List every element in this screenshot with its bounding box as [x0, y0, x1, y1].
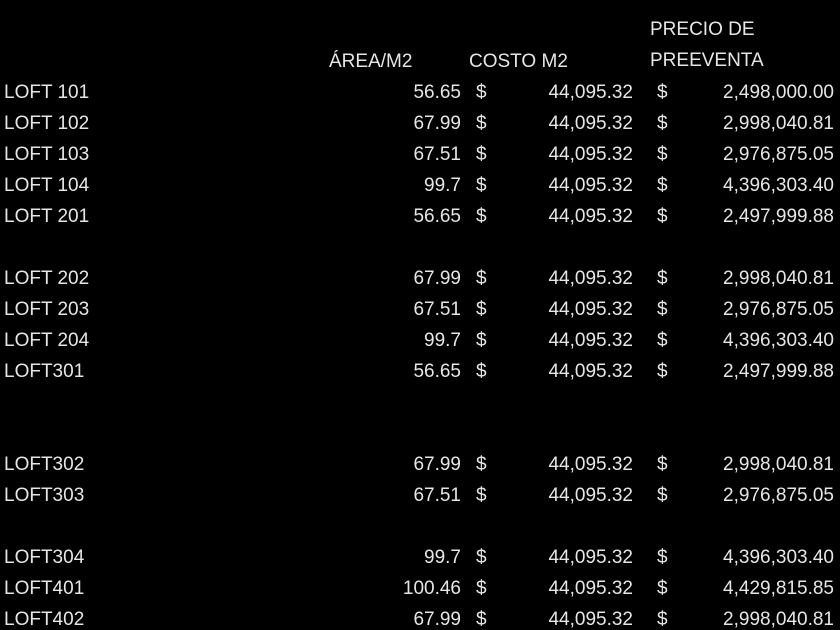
currency: $	[476, 206, 487, 227]
area: 67.51	[413, 299, 461, 320]
currency: $	[476, 454, 487, 475]
cost: 44,095.32	[548, 144, 633, 165]
currency: $	[476, 175, 487, 196]
currency: $	[476, 113, 487, 134]
currency: $	[476, 485, 487, 506]
currency: $	[657, 206, 668, 227]
cost: 44,095.32	[548, 82, 633, 103]
price: 2,998,040.81	[723, 268, 834, 289]
cost: 44,095.32	[548, 609, 633, 630]
currency: $	[657, 299, 668, 320]
currency: $	[657, 361, 668, 382]
unit-name: LOFT304	[4, 547, 85, 568]
currency: $	[476, 144, 487, 165]
unit-name: LOFT402	[4, 609, 84, 630]
area: 99.7	[424, 175, 461, 196]
header-cost: COSTO M2	[469, 51, 568, 72]
area: 67.51	[413, 144, 461, 165]
area: 67.51	[413, 485, 461, 506]
currency: $	[657, 82, 668, 103]
currency: $	[657, 144, 668, 165]
currency: $	[657, 330, 668, 351]
currency: $	[657, 609, 668, 630]
area: 67.99	[413, 454, 461, 475]
area: 56.65	[413, 361, 461, 382]
header-price: PREEVENTA	[650, 50, 764, 71]
currency: $	[476, 268, 487, 289]
unit-name: LOFT 201	[4, 206, 89, 227]
unit-name: LOFT 202	[4, 268, 89, 289]
unit-name: LOFT 203	[4, 299, 89, 320]
currency: $	[657, 268, 668, 289]
unit-name: LOFT 204	[4, 330, 90, 351]
price: 2,497,999.88	[723, 361, 834, 382]
cost: 44,095.32	[548, 547, 633, 568]
price: 4,396,303.40	[723, 330, 834, 351]
cost: 44,095.32	[548, 206, 633, 227]
area: 100.46	[403, 578, 461, 599]
cost: 44,095.32	[548, 330, 633, 351]
area: 99.7	[424, 330, 461, 351]
price: 2,998,040.81	[723, 113, 834, 134]
cost: 44,095.32	[548, 485, 633, 506]
currency: $	[476, 330, 487, 351]
area: 67.99	[413, 268, 461, 289]
cost: 44,095.32	[548, 578, 633, 599]
currency: $	[657, 485, 668, 506]
currency: $	[657, 547, 668, 568]
cost: 44,095.32	[548, 361, 633, 382]
area: 67.99	[413, 113, 461, 134]
currency: $	[657, 454, 668, 475]
currency: $	[476, 299, 487, 320]
unit-name: LOFT 102	[4, 113, 89, 134]
price: 2,998,040.81	[723, 609, 834, 630]
price: 2,998,040.81	[723, 454, 834, 475]
currency: $	[476, 361, 487, 382]
area: 56.65	[413, 82, 461, 103]
currency: $	[476, 547, 487, 568]
unit-name: LOFT 103	[4, 144, 89, 165]
header-area: ÁREA/M2	[329, 51, 412, 72]
cost: 44,095.32	[548, 299, 633, 320]
price: 4,396,303.40	[723, 175, 834, 196]
unit-name: LOFT 101	[4, 82, 89, 103]
price: 2,976,875.05	[723, 485, 834, 506]
currency: $	[657, 175, 668, 196]
cost: 44,095.32	[548, 113, 633, 134]
unit-name: LOFT401	[4, 578, 84, 599]
area: 56.65	[413, 206, 461, 227]
unit-name: LOFT302	[4, 454, 84, 475]
price: 2,497,999.88	[723, 206, 834, 227]
unit-name: LOFT303	[4, 485, 84, 506]
area: 67.99	[413, 609, 461, 630]
price: 2,976,875.05	[723, 299, 834, 320]
currency: $	[657, 578, 668, 599]
currency: $	[476, 82, 487, 103]
cost: 44,095.32	[548, 454, 633, 475]
cost: 44,095.32	[548, 175, 633, 196]
price: 2,498,000.00	[723, 82, 834, 103]
currency: $	[476, 578, 487, 599]
unit-name: LOFT 104	[4, 175, 90, 196]
currency: $	[476, 609, 487, 630]
unit-name: LOFT301	[4, 361, 84, 382]
cost: 44,095.32	[548, 268, 633, 289]
price: 4,396,303.40	[723, 547, 834, 568]
area: 99.7	[424, 547, 461, 568]
header-price: PRECIO DE	[650, 19, 755, 40]
price: 2,976,875.05	[723, 144, 834, 165]
currency: $	[657, 113, 668, 134]
price: 4,429,815.85	[723, 578, 834, 599]
